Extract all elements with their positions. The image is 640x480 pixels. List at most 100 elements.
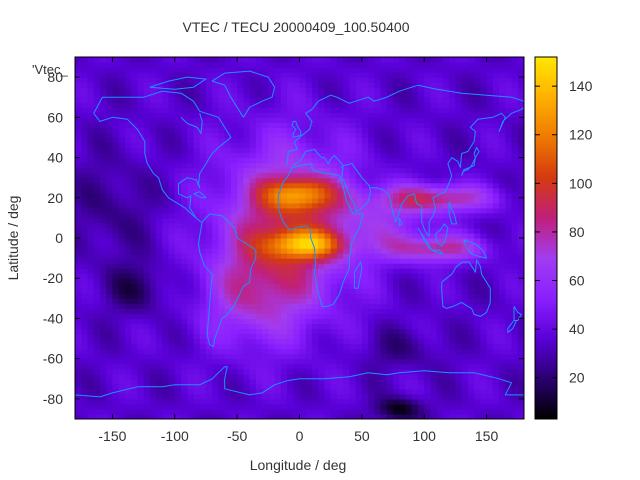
heatmap-cell: [318, 278, 326, 284]
heatmap-cell: [156, 403, 163, 410]
heatmap-cell: [106, 152, 114, 159]
heatmap-cell: [255, 232, 263, 239]
heatmap-cell: [174, 333, 182, 340]
heatmap-cell: [480, 117, 488, 123]
heatmap-cell: [343, 172, 350, 179]
heatmap-cell: [405, 353, 413, 360]
heatmap-cell: [174, 293, 182, 299]
heatmap-cell: [174, 147, 182, 154]
heatmap-cell: [436, 77, 444, 83]
heatmap-cell: [343, 62, 350, 68]
heatmap-cell: [212, 232, 220, 239]
heatmap-cell: [262, 102, 269, 108]
heatmap-cell: [106, 388, 114, 395]
heatmap-cell: [137, 413, 145, 419]
heatmap-cell: [467, 288, 475, 294]
heatmap-cell: [287, 403, 294, 410]
heatmap-cell: [299, 157, 307, 164]
heatmap-cell: [262, 117, 269, 123]
heatmap-cell: [193, 112, 201, 118]
heatmap-cell: [336, 177, 344, 184]
heatmap-cell: [124, 298, 132, 304]
heatmap-cell: [287, 187, 294, 194]
heatmap-cell: [343, 212, 350, 219]
heatmap-cell: [149, 373, 157, 380]
heatmap-cell: [212, 162, 220, 169]
heatmap-cell: [280, 323, 288, 330]
heatmap-cell: [262, 328, 269, 335]
heatmap-cell: [486, 283, 494, 289]
heatmap-cell: [424, 147, 432, 154]
heatmap-cell: [455, 373, 463, 380]
heatmap-cell: [393, 97, 400, 103]
heatmap-cell: [212, 248, 220, 254]
heatmap-cell: [467, 187, 475, 194]
heatmap-cell: [205, 243, 213, 249]
heatmap-cell: [293, 162, 301, 169]
heatmap-cell: [131, 403, 138, 410]
heatmap-cell: [436, 57, 444, 63]
heatmap-cell: [255, 127, 263, 134]
heatmap-cell: [480, 238, 488, 244]
heatmap-cell: [343, 162, 350, 169]
heatmap-cell: [486, 408, 494, 415]
heatmap-cell: [75, 313, 82, 320]
heatmap-cell: [174, 328, 182, 335]
heatmap-cell: [461, 348, 469, 355]
heatmap-cell: [174, 323, 182, 330]
heatmap-cell: [442, 82, 450, 88]
heatmap-cell: [467, 373, 475, 380]
heatmap-cell: [149, 137, 157, 144]
heatmap-cell: [124, 92, 132, 98]
heatmap-cell: [411, 117, 419, 123]
heatmap-cell: [218, 273, 226, 279]
heatmap-cell: [293, 383, 301, 390]
heatmap-cell: [486, 102, 494, 108]
heatmap-cell: [218, 222, 226, 229]
heatmap-cell: [349, 122, 357, 128]
heatmap-cell: [93, 308, 101, 315]
heatmap-cell: [199, 293, 207, 299]
heatmap-cell: [336, 167, 344, 174]
heatmap-cell: [355, 238, 363, 244]
heatmap-cell: [280, 212, 288, 219]
heatmap-cell: [280, 383, 288, 390]
heatmap-cell: [305, 343, 313, 350]
heatmap-cell: [474, 132, 481, 139]
heatmap-cell: [75, 67, 82, 73]
heatmap-cell: [118, 227, 126, 234]
heatmap-cell: [131, 92, 138, 98]
heatmap-cell: [255, 248, 263, 254]
heatmap-cell: [393, 393, 400, 400]
heatmap-cell: [330, 248, 338, 254]
heatmap-cell: [224, 393, 232, 400]
heatmap-cell: [162, 288, 170, 294]
heatmap-cell: [93, 77, 101, 83]
heatmap-cell: [99, 263, 107, 269]
heatmap-cell: [137, 333, 145, 340]
heatmap-cell: [93, 328, 101, 335]
heatmap-cell: [380, 338, 388, 345]
heatmap-cell: [343, 303, 350, 309]
heatmap-cell: [181, 303, 188, 309]
heatmap-cell: [93, 363, 101, 370]
heatmap-cell: [361, 112, 369, 118]
heatmap-cell: [449, 107, 457, 113]
heatmap-cell: [87, 97, 95, 103]
heatmap-cell: [449, 313, 457, 320]
heatmap-cell: [343, 182, 350, 189]
heatmap-cell: [168, 127, 176, 134]
heatmap-cell: [305, 57, 313, 63]
heatmap-cell: [461, 127, 469, 134]
heatmap-cell: [411, 92, 419, 98]
heatmap-cell: [93, 162, 101, 169]
heatmap-cell: [299, 127, 307, 134]
heatmap-cell: [218, 358, 226, 365]
heatmap-cell: [75, 283, 82, 289]
heatmap-cell: [255, 212, 263, 219]
heatmap-cell: [143, 338, 151, 345]
heatmap-cell: [380, 82, 388, 88]
heatmap-cell: [205, 398, 213, 405]
heatmap-cell: [399, 338, 407, 345]
heatmap-cell: [374, 338, 382, 345]
